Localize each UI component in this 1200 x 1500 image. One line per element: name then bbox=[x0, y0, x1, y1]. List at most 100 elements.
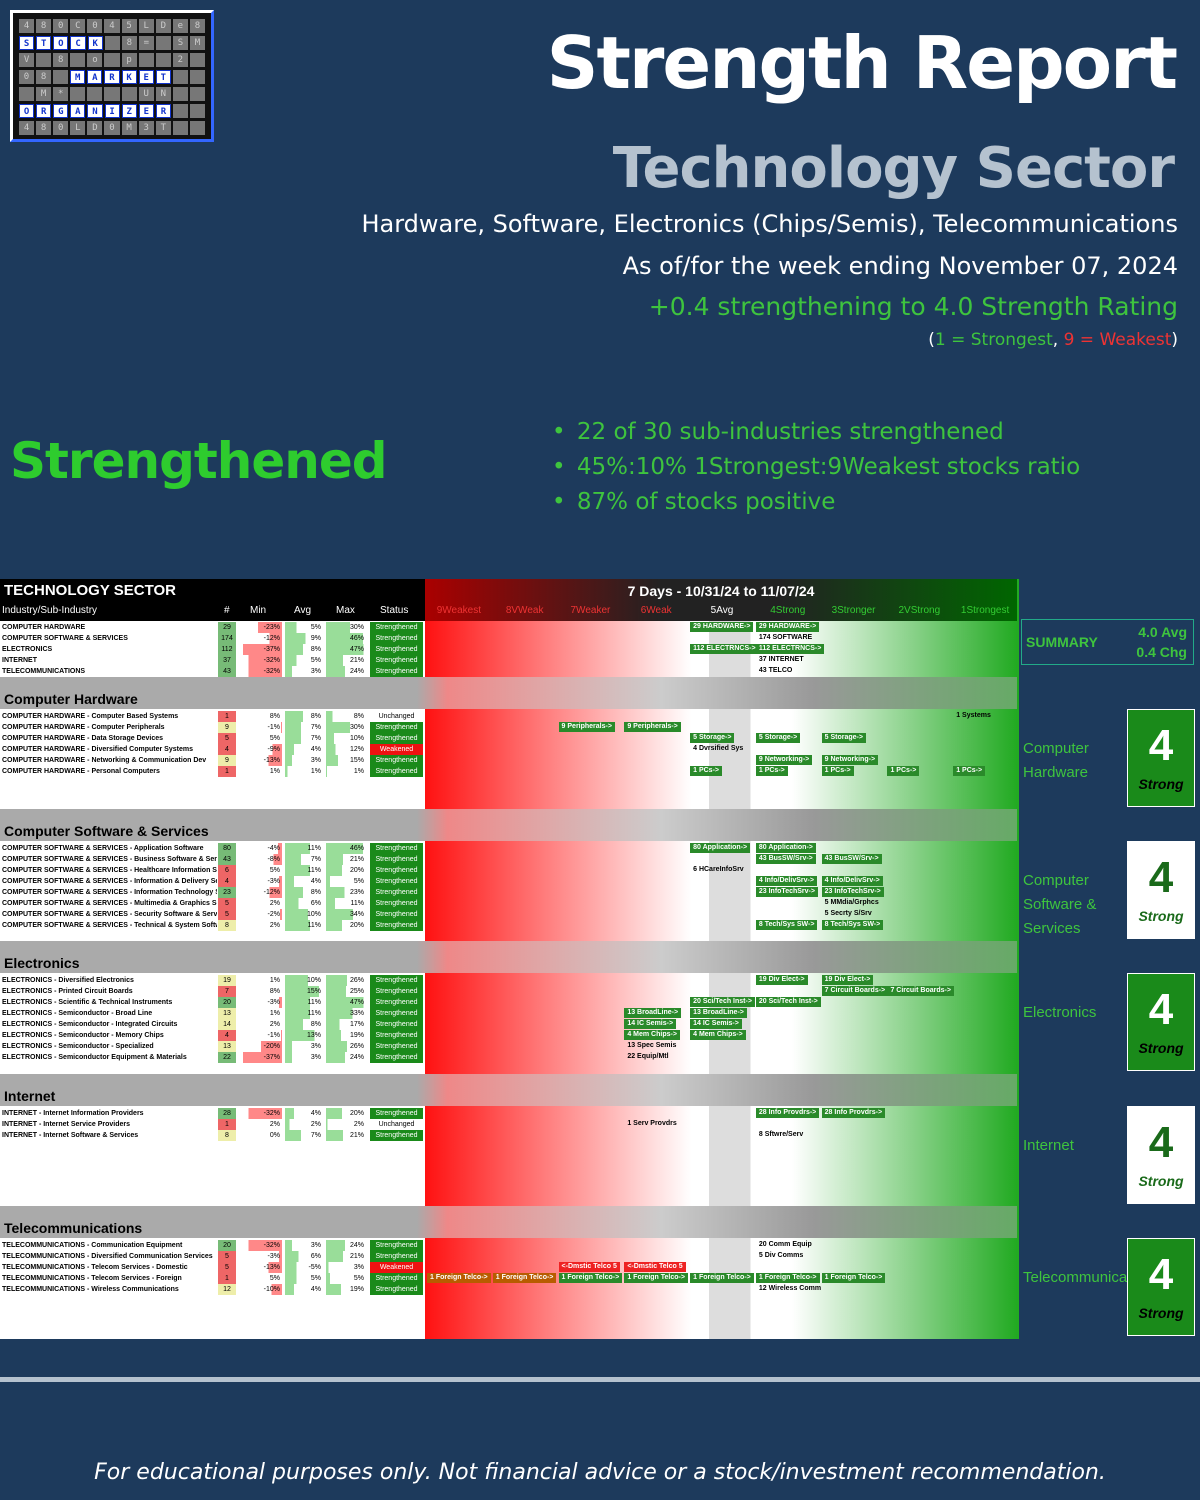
strength-tag: 9 Peripherals-> bbox=[624, 722, 681, 732]
summary-chg: 0.4 Chg bbox=[1136, 644, 1187, 660]
logo-cell: 4 bbox=[104, 19, 120, 33]
sub-industry-name: COMPUTER HARDWARE - Diversified Computer… bbox=[2, 746, 193, 753]
min-change: -13% bbox=[240, 1262, 282, 1273]
logo-cell: E bbox=[138, 104, 154, 118]
section-band: Computer Software & Services bbox=[0, 809, 1017, 841]
max-change: 47% bbox=[326, 644, 366, 655]
avg-change: 10% bbox=[285, 975, 323, 986]
min-change: 8% bbox=[269, 713, 280, 720]
strength-tag: 8 Tech/Sys SW-> bbox=[821, 920, 884, 930]
strength-tag: 19 Div Elect-> bbox=[821, 975, 874, 985]
min-change: -32% bbox=[240, 666, 282, 677]
max-change: 2% bbox=[326, 1119, 366, 1130]
status-badge: Strengthened bbox=[370, 865, 423, 876]
stock-count: 8 bbox=[218, 920, 236, 931]
avg-change: 3% bbox=[285, 666, 323, 677]
table-row: COMPUTER SOFTWARE & SERVICES - Applicati… bbox=[0, 843, 1017, 854]
strength-tag: 1 Foreign Telco-> bbox=[558, 1273, 623, 1283]
strength-tag: 29 HARDWARE-> bbox=[755, 622, 820, 632]
avg-change: 3% bbox=[285, 1240, 323, 1251]
logo-cell bbox=[70, 87, 86, 101]
table-row: ELECTRONICS - Semiconductor - Broad Line… bbox=[0, 1008, 1017, 1019]
table-row: TELECOMMUNICATIONS 43 -32% 3% 24% Strengthene… bbox=[0, 666, 1017, 677]
logo-cell: K bbox=[121, 70, 137, 84]
min-change: 2% bbox=[269, 1021, 280, 1028]
logo-cell bbox=[189, 121, 206, 135]
status-badge: Strengthened bbox=[370, 887, 423, 898]
min-change: -4% bbox=[240, 843, 282, 854]
stock-count: 1 bbox=[218, 1119, 236, 1130]
strength-tag: 1 PCs-> bbox=[755, 766, 788, 776]
max-change: 1% bbox=[326, 766, 366, 777]
highlight-item: 45%:10% 1Strongest:9Weakest stocks ratio bbox=[552, 450, 1080, 485]
strength-tag: 19 Div Elect-> bbox=[755, 975, 808, 985]
logo-cell: A bbox=[87, 70, 103, 84]
sub-industry-name: COMPUTER SOFTWARE & SERVICES - Informati… bbox=[2, 889, 217, 896]
strength-tag: 4 Info/DelivSrv-> bbox=[755, 876, 817, 886]
table-row: INTERNET 37 -32% 5% 21% Strengthened bbox=[0, 655, 1017, 666]
max-change: 20% bbox=[326, 1108, 366, 1119]
status-badge: Strengthened bbox=[370, 644, 423, 655]
min-change: 8% bbox=[269, 988, 280, 995]
status-badge: Strengthened bbox=[370, 1019, 423, 1030]
summary-label: SUMMARY bbox=[1026, 634, 1098, 650]
stock-count: 14 bbox=[218, 1019, 236, 1030]
avg-change: 7% bbox=[285, 1130, 323, 1141]
rating-number: 4 bbox=[1148, 1250, 1174, 1299]
rating-text: Strong bbox=[1138, 908, 1184, 924]
max-change: 21% bbox=[326, 854, 366, 865]
table-row: COMPUTER HARDWARE 29 -23% 5% 30% Strengthened bbox=[0, 622, 1017, 633]
sub-industry-name: COMPUTER HARDWARE - Computer Based Syste… bbox=[2, 713, 179, 720]
sub-industry-name: COMPUTER SOFTWARE & SERVICES - Informati… bbox=[2, 878, 217, 885]
max-change: 8% bbox=[326, 711, 366, 722]
status-badge: Strengthened bbox=[370, 666, 423, 677]
stock-count: 37 bbox=[218, 655, 236, 666]
stock-count: 23 bbox=[218, 887, 236, 898]
avg-change: 6% bbox=[285, 1251, 323, 1262]
stock-count: 22 bbox=[218, 1052, 236, 1063]
min-change: -1% bbox=[240, 722, 282, 733]
sub-industry-name: INTERNET bbox=[2, 657, 37, 664]
sub-industry-name: COMPUTER SOFTWARE & SERVICES - Technical… bbox=[2, 922, 217, 929]
status-badge: Strengthened bbox=[370, 1240, 423, 1251]
table-row: INTERNET - Internet Service Providers 1 2%… bbox=[0, 1119, 1017, 1130]
stock-count: 1 bbox=[218, 711, 236, 722]
strength-tag: 22 Equip/Mtl bbox=[627, 1053, 669, 1060]
avg-change: 11% bbox=[285, 920, 323, 931]
avg-change: 10% bbox=[285, 909, 323, 920]
min-change: 2% bbox=[269, 922, 280, 929]
max-change: 21% bbox=[326, 655, 366, 666]
rating-text: Strong bbox=[1138, 776, 1184, 792]
avg-change: 9% bbox=[285, 633, 323, 644]
rating-scale-note: (1 = Strongest, 9 = Weakest) bbox=[928, 330, 1178, 350]
sub-industry-name: COMPUTER HARDWARE - Personal Computers bbox=[2, 768, 160, 775]
strength-col-header: 8VWeak bbox=[505, 605, 544, 616]
logo-cell: 8 bbox=[36, 19, 52, 33]
logo-cell: M bbox=[70, 70, 86, 84]
max-change: 5% bbox=[326, 1273, 366, 1284]
min-change: 5% bbox=[269, 1275, 280, 1282]
avg-change: 3% bbox=[285, 755, 323, 766]
min-change: -12% bbox=[240, 633, 282, 644]
table-row: INTERNET - Internet Information Provider… bbox=[0, 1108, 1017, 1119]
highlights-list: 22 of 30 sub-industries strengthened 45%… bbox=[552, 415, 1080, 520]
col-avg-header: Avg bbox=[294, 605, 312, 616]
avg-change: 15% bbox=[285, 986, 323, 997]
strength-tag: 12 Wireless Comm bbox=[758, 1285, 822, 1292]
strength-tag: 1 Foreign Telco-> bbox=[821, 1273, 886, 1283]
logo-cell: p bbox=[121, 53, 137, 67]
sector-title: TECHNOLOGY SECTOR bbox=[4, 582, 176, 599]
table-row: COMPUTER HARDWARE - Diversified Computer… bbox=[0, 744, 1017, 755]
logo-cell: o bbox=[87, 53, 103, 67]
logo-cell bbox=[172, 121, 188, 135]
status-badge: Strengthened bbox=[370, 1284, 423, 1295]
logo-row: M * U N bbox=[19, 87, 206, 101]
strength-tag: 112 ELECTRNCS-> bbox=[755, 644, 825, 654]
section-rating: Electronics 4 Strong bbox=[1019, 971, 1200, 1099]
status-badge: Unchanged bbox=[370, 1119, 423, 1130]
logo-cell: 0 bbox=[53, 121, 69, 135]
logo-cell bbox=[155, 53, 171, 67]
sub-industry-name: COMPUTER HARDWARE - Computer Peripherals bbox=[2, 724, 165, 731]
max-change: 19% bbox=[326, 1284, 366, 1295]
max-change: 47% bbox=[326, 997, 366, 1008]
